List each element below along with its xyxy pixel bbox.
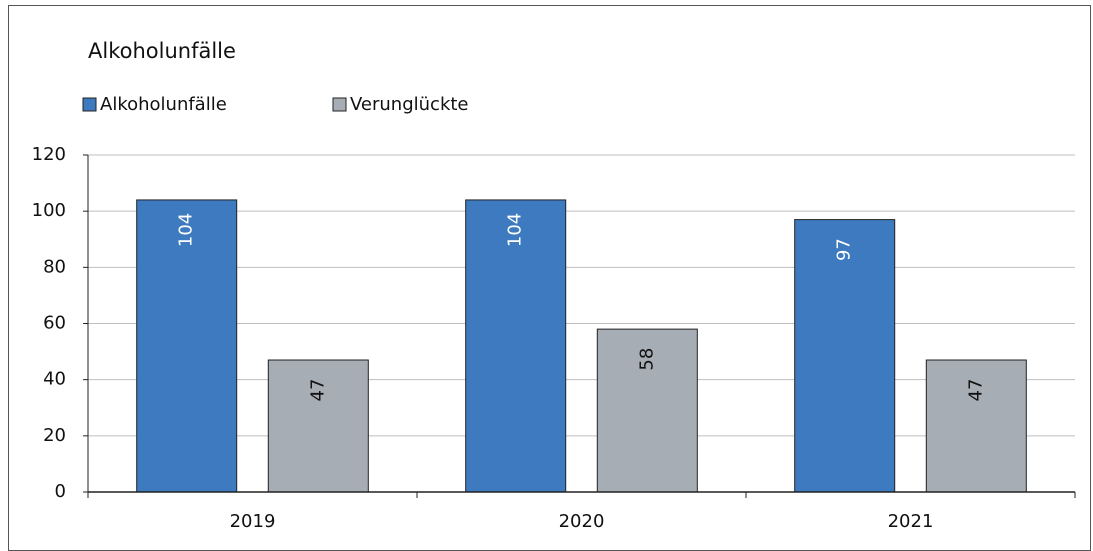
legend-label: Alkoholunfälle	[100, 94, 227, 115]
data-label: 47	[965, 379, 986, 402]
x-tick-label: 2021	[888, 511, 934, 532]
y-tick-label: 120	[32, 144, 66, 165]
bar	[794, 219, 896, 493]
bar	[465, 199, 567, 493]
data-label: 104	[176, 213, 197, 247]
x-tick-label: 2020	[559, 511, 605, 532]
y-tick-label: 100	[32, 200, 66, 221]
bar	[267, 359, 369, 493]
data-label: 47	[307, 379, 328, 402]
data-label: 97	[834, 238, 855, 261]
legend-swatch	[82, 97, 97, 112]
bar	[136, 199, 238, 493]
bar	[596, 328, 698, 493]
y-tick-label: 40	[43, 369, 66, 390]
y-tick-label: 60	[43, 313, 66, 334]
y-tick-label: 80	[43, 256, 66, 277]
chart-title: Alkoholunfälle	[88, 39, 236, 63]
y-tick-label: 0	[55, 481, 66, 502]
x-tick-label: 2019	[230, 511, 276, 532]
data-label: 104	[505, 213, 526, 247]
legend-label: Verunglückte	[350, 94, 469, 115]
data-label: 58	[636, 348, 657, 371]
legend-swatch	[332, 97, 347, 112]
y-tick-label: 20	[43, 425, 66, 446]
bar	[925, 359, 1027, 493]
